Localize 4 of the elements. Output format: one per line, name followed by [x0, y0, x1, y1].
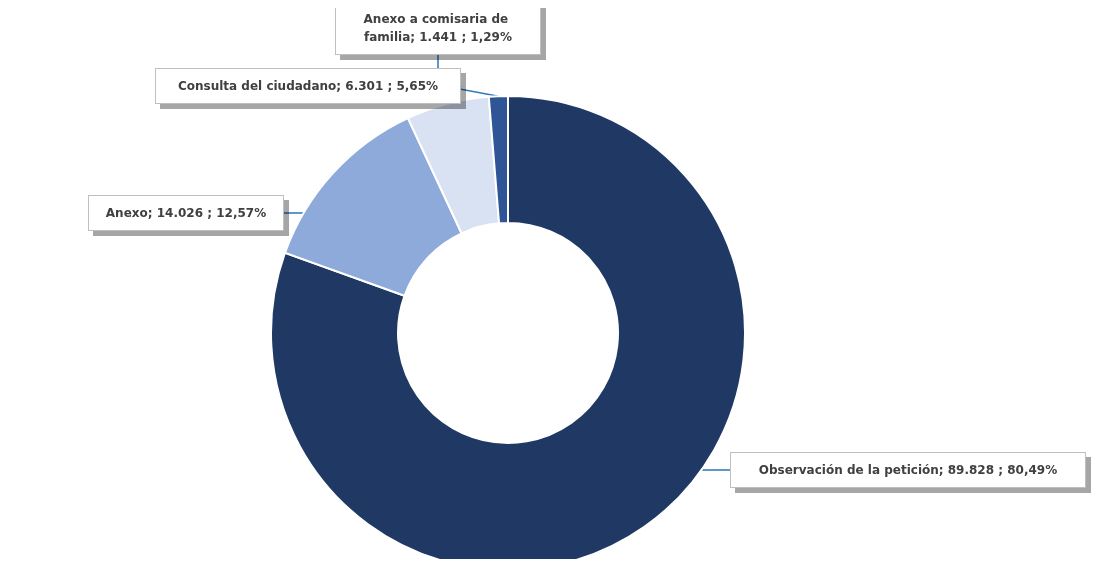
slice-label: Observación de la petición; 89.828 ; 80,49%	[758, 463, 1058, 477]
slice-label: Anexo a comisaria de familia; 1.441 ; 1,29%	[363, 12, 513, 44]
slice-label: Anexo; 14.026 ; 12,57%	[105, 206, 267, 220]
slice-label: Consulta del ciudadano; 6.301 ; 5,65%	[177, 79, 439, 93]
